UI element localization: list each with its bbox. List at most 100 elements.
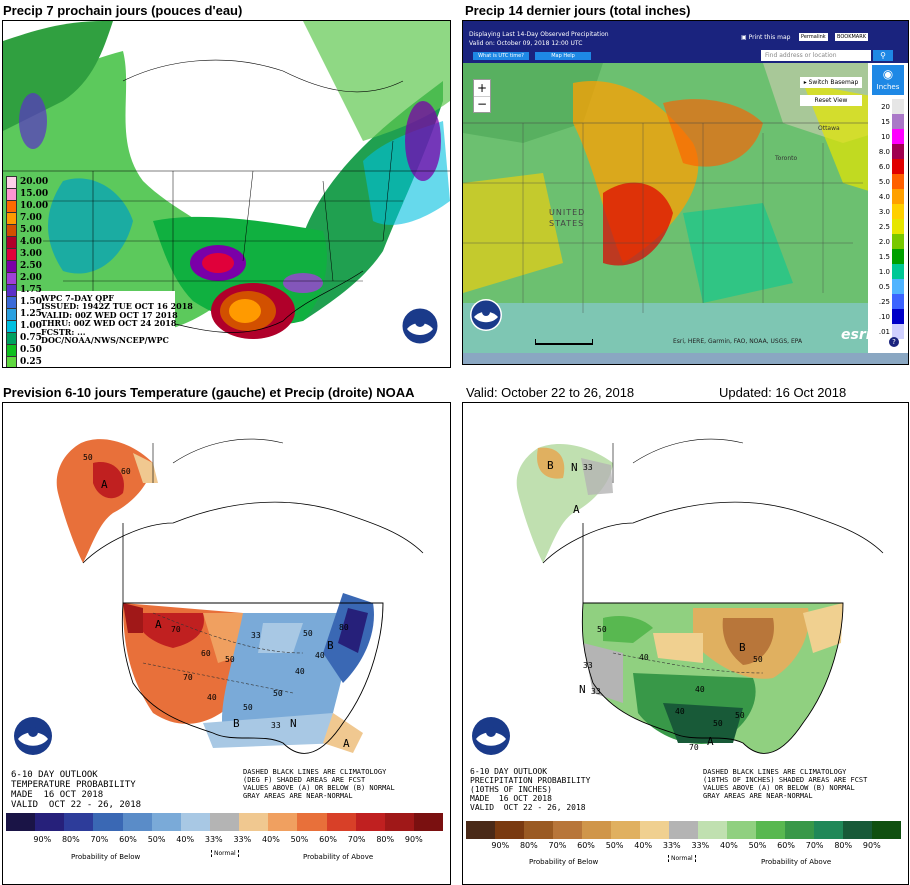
reset-view-button[interactable]: Reset View <box>800 95 862 106</box>
probability-percent-label: 90% <box>404 835 423 844</box>
probability-percent-label: 80% <box>376 835 395 844</box>
outlook-text-line: PRECIPITATION PROBABILITY <box>470 776 591 785</box>
inches-scale-swatch <box>892 234 904 249</box>
probability-swatch <box>698 821 727 839</box>
header-outlook: Prevision 6-10 jours Temperature (gauche… <box>3 385 415 400</box>
probability-percent-label: 70% <box>347 835 366 844</box>
map-scale-bar <box>535 339 593 345</box>
outlook-text-line: GRAY AREAS ARE NEAR-NORMAL <box>243 792 353 800</box>
inches-scale-row: 1.5 <box>868 249 904 264</box>
temp-label-b-south: B <box>233 717 240 730</box>
observed-precip-map <box>463 63 908 353</box>
inches-scale-swatch <box>892 114 904 129</box>
print-icon: ▣ <box>741 34 749 41</box>
inches-scale-row: 6.0 <box>868 159 904 174</box>
inches-scale-row: 8.0 <box>868 144 904 159</box>
temp-probability-scale <box>6 813 444 831</box>
place-ottawa: Ottawa <box>818 125 840 132</box>
inches-scale-swatch <box>892 309 904 324</box>
inches-scale-swatch <box>892 294 904 309</box>
location-search-input[interactable]: Find address or location <box>761 50 871 61</box>
inches-scale-label: 20 <box>881 102 890 111</box>
inches-scale-swatch <box>892 204 904 219</box>
temp-iso-80: 80 <box>339 623 349 632</box>
zoom-control: + − <box>473 79 491 113</box>
probability-swatch <box>727 821 756 839</box>
wpc-legend-label: 1.75 <box>20 284 42 295</box>
inches-scale-row: 1.0 <box>868 264 904 279</box>
wpc-legend-row: 5.00 <box>6 223 48 237</box>
wpc-legend-label: 2.50 <box>20 260 42 271</box>
dial-icon: ◉ <box>882 67 894 81</box>
probability-swatch <box>122 813 152 831</box>
wpc-legend-label: 0.25 <box>20 356 42 367</box>
outlook-text-line: VALUES ABOVE (A) OR BELOW (B) NORMAL <box>243 784 395 792</box>
help-icon[interactable]: ? <box>889 337 899 347</box>
probability-swatch <box>6 813 36 831</box>
probability-swatch <box>384 813 414 831</box>
temp-label-n: N <box>290 717 297 730</box>
wpc-qpf-map <box>3 21 450 367</box>
probability-percent-label: 70% <box>90 835 109 844</box>
temp-iso-40-ne: 40 <box>315 651 325 660</box>
inches-scale-swatch <box>892 324 904 339</box>
precip-iso-50-s: 50 <box>713 719 723 728</box>
temp-iso-60-ak: 60 <box>121 467 131 476</box>
temp-normal-label: Normal <box>211 850 239 857</box>
probability-percent-label: 50% <box>748 841 767 850</box>
precip-iso-40-w: 40 <box>639 653 649 662</box>
temp-iso-70-sw: 70 <box>183 673 193 682</box>
probability-swatch <box>93 813 123 831</box>
probability-percent-label: 40% <box>720 841 738 850</box>
probability-percent-label: 50% <box>147 835 166 844</box>
outlook-text-line: VALID OCT 22 - 26, 2018 <box>470 803 586 812</box>
map-help-button[interactable]: Map Help <box>535 52 591 60</box>
wpc-legend-row: 15.00 <box>6 187 48 201</box>
zoom-in-button[interactable]: + <box>476 81 488 95</box>
wpc-legend-label: 2.00 <box>20 272 42 283</box>
temp-label-a-alaska: A <box>101 478 108 491</box>
outlook-text-line: GRAY AREAS ARE NEAR-NORMAL <box>703 792 813 800</box>
wpc-legend-row: 0.50 <box>6 343 48 357</box>
probability-swatch <box>466 821 495 839</box>
precip-percent-labels: 90% 80% 70% 60% 50% 40% 33% 33% 40% 50% 60% 70% 80% 9… <box>486 841 886 850</box>
probability-percent-label: 80% <box>61 835 80 844</box>
probability-swatch <box>640 821 669 839</box>
temp-label-b-east: B <box>327 639 334 652</box>
probability-swatch <box>524 821 553 839</box>
utc-button[interactable]: What is UTC time? <box>473 52 529 60</box>
probability-swatch <box>669 821 698 839</box>
noaa-logo <box>470 299 502 331</box>
permalink-button[interactable]: Permalink <box>799 33 828 41</box>
inches-scale-swatch <box>892 219 904 234</box>
switch-basemap-button[interactable]: ▸ Switch Basemap <box>800 77 862 88</box>
probability-percent-label: 80% <box>519 841 538 850</box>
inches-scale-label: 4.0 <box>878 192 890 201</box>
temp-iso-40: 40 <box>207 693 217 702</box>
inches-scale-row: 3.0 <box>868 204 904 219</box>
precip-normal-label: Normal <box>668 855 696 862</box>
inches-scale-row: 5.0 <box>868 174 904 189</box>
probability-percent-label: 80% <box>834 841 853 850</box>
wpc-info-line: VALID: 00Z WED OCT 17 2018 <box>41 309 178 320</box>
search-icon[interactable]: ⚲ <box>873 50 893 61</box>
probability-percent-label: 60% <box>319 835 337 844</box>
inches-scale-label: 3.0 <box>878 207 890 216</box>
inches-badge: ◉ Inches <box>872 65 904 95</box>
probability-swatch <box>756 821 785 839</box>
print-map-link[interactable]: ▣ Print this map <box>741 34 791 41</box>
probability-swatch <box>64 813 94 831</box>
precip-outlook-note: DASHED BLACK LINES ARE CLIMATOLOGY (10THS… <box>703 768 867 800</box>
inches-scale-swatch <box>892 189 904 204</box>
precip-label-n-west: N <box>579 683 586 696</box>
inches-scale-row: 0.5 <box>868 279 904 294</box>
outlook-text-line: (DEG F) SHADED AREAS ARE FCST <box>243 776 366 784</box>
zoom-out-button[interactable]: − <box>474 96 490 113</box>
inches-scale-label: .10 <box>878 312 890 321</box>
wpc-legend-label: 0.50 <box>20 344 42 355</box>
wpc-legend-label: 0.75 <box>20 332 42 343</box>
probability-percent-label: 33% <box>204 835 223 844</box>
inches-scale-row: 4.0 <box>868 189 904 204</box>
precip-label-n-alaska: N <box>571 461 578 474</box>
bookmark-button[interactable]: BOOKMARK <box>835 33 868 41</box>
